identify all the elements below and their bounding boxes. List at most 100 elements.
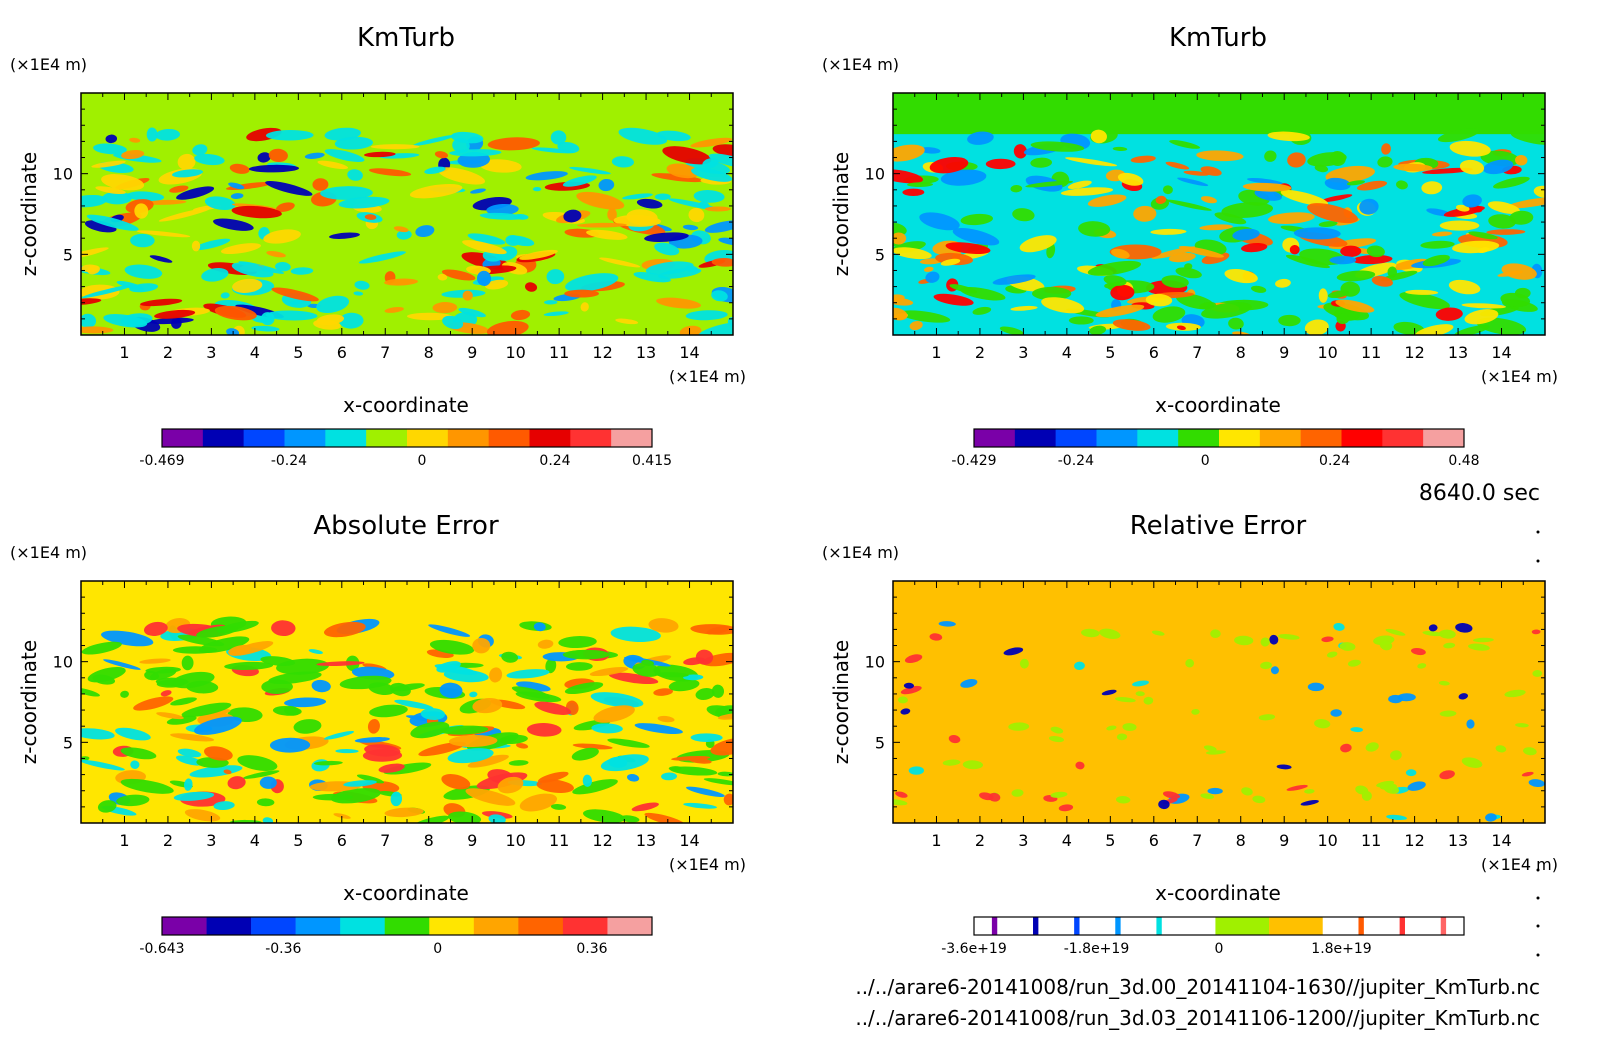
x-tick-label: 4 xyxy=(250,831,260,850)
colorbar-segment xyxy=(206,917,252,935)
field-structure xyxy=(1289,244,1300,255)
field-structure xyxy=(1161,275,1189,288)
field-structure xyxy=(1448,279,1481,295)
colorbar-segment xyxy=(1161,917,1216,935)
field-structure xyxy=(654,672,689,678)
field-structure xyxy=(644,232,689,242)
field-structure xyxy=(1258,714,1276,721)
field-structure xyxy=(668,679,700,692)
x-tick-label: 1 xyxy=(931,831,941,850)
field-structure xyxy=(154,309,196,319)
field-structure xyxy=(952,227,1000,246)
x-tick-label: 6 xyxy=(337,343,347,362)
field-structure xyxy=(1500,292,1531,308)
field-structure xyxy=(410,721,450,739)
field-structure xyxy=(1304,789,1315,794)
field-structure xyxy=(508,760,529,766)
field-structure xyxy=(1276,764,1292,770)
colorbar-segment xyxy=(518,917,564,935)
field-structure xyxy=(1116,796,1131,804)
x-tick-label: 10 xyxy=(1317,831,1337,850)
field-structure xyxy=(130,233,155,248)
field-structure xyxy=(216,620,259,634)
field-structure xyxy=(103,659,141,670)
field-structure xyxy=(231,262,274,278)
colorbar-segment xyxy=(974,429,1016,447)
field-structure xyxy=(149,317,194,325)
field-structure xyxy=(1267,131,1310,142)
colorbar-label: 0 xyxy=(418,453,427,469)
field-structure xyxy=(489,667,503,683)
field-structure xyxy=(1060,187,1114,196)
colorbar-segment xyxy=(1300,429,1342,447)
field-structure xyxy=(139,658,171,664)
colorbar-segment xyxy=(1215,917,1270,935)
footer-path-2: ../../arare6-20141008/run_3d.03_20141106… xyxy=(855,1006,1540,1030)
colorbar-segment xyxy=(295,917,341,935)
colorbar-segment xyxy=(1440,917,1447,935)
field-structure xyxy=(564,682,604,695)
field-structure xyxy=(81,247,109,261)
field-structure xyxy=(949,284,978,294)
field-structure xyxy=(497,776,524,794)
field-layer xyxy=(893,93,1545,335)
field-structure xyxy=(608,672,659,685)
field-structure xyxy=(906,182,934,187)
field-structure xyxy=(304,152,325,159)
plot-area xyxy=(80,92,734,336)
x-unit-label: (×1E4 m) xyxy=(1481,367,1558,386)
y-unit-label: (×1E4 m) xyxy=(822,543,899,562)
field-structure xyxy=(364,744,401,757)
field-structure xyxy=(269,737,311,753)
field-structure xyxy=(615,318,639,325)
field-structure xyxy=(353,291,364,296)
field-structure xyxy=(1232,228,1260,241)
colorbar-segment xyxy=(570,429,612,447)
field-structure xyxy=(1379,640,1393,651)
field-structure xyxy=(1459,159,1485,175)
field-structure xyxy=(1307,203,1358,224)
field-structure xyxy=(488,814,506,823)
field-structure xyxy=(611,156,635,168)
field-structure xyxy=(1307,152,1347,167)
colorbar-segment xyxy=(1399,917,1406,935)
field-structure xyxy=(1380,270,1418,282)
field-structure xyxy=(1422,167,1474,174)
field-structure xyxy=(1454,324,1490,335)
field-structure xyxy=(1116,733,1128,741)
field-structure xyxy=(712,144,733,157)
field-structure xyxy=(204,196,236,211)
field-structure xyxy=(1205,750,1227,755)
field-structure xyxy=(276,202,295,212)
field-structure xyxy=(1246,177,1283,185)
field-structure xyxy=(645,261,694,275)
field-structure xyxy=(479,212,525,220)
field-structure xyxy=(447,748,494,764)
field-structure xyxy=(534,701,572,715)
field-structure xyxy=(1329,255,1357,265)
field-structure xyxy=(893,307,908,321)
field-structure xyxy=(940,169,987,186)
field-structure xyxy=(1241,243,1268,253)
colorbar-segment xyxy=(243,429,285,447)
field-structure xyxy=(256,798,275,807)
field-structure xyxy=(1151,630,1165,636)
field-structure xyxy=(170,733,215,742)
field-structure xyxy=(1169,140,1201,149)
field-structure xyxy=(893,294,905,303)
field-structure xyxy=(902,188,925,196)
field-structure xyxy=(486,203,519,216)
field-structure xyxy=(354,280,370,290)
x-tick-label: 11 xyxy=(549,831,569,850)
field-structure xyxy=(1392,258,1429,270)
field-structure xyxy=(120,778,174,794)
field-structure xyxy=(335,749,359,754)
field-structure xyxy=(669,766,718,776)
x-tick-label: 9 xyxy=(1279,343,1289,362)
field-structure xyxy=(899,310,951,323)
y-tick-label: 5 xyxy=(875,245,885,264)
field-structure xyxy=(1464,309,1499,325)
field-structure xyxy=(1078,221,1111,237)
field-structure xyxy=(1324,177,1351,191)
field-structure xyxy=(1515,154,1528,166)
